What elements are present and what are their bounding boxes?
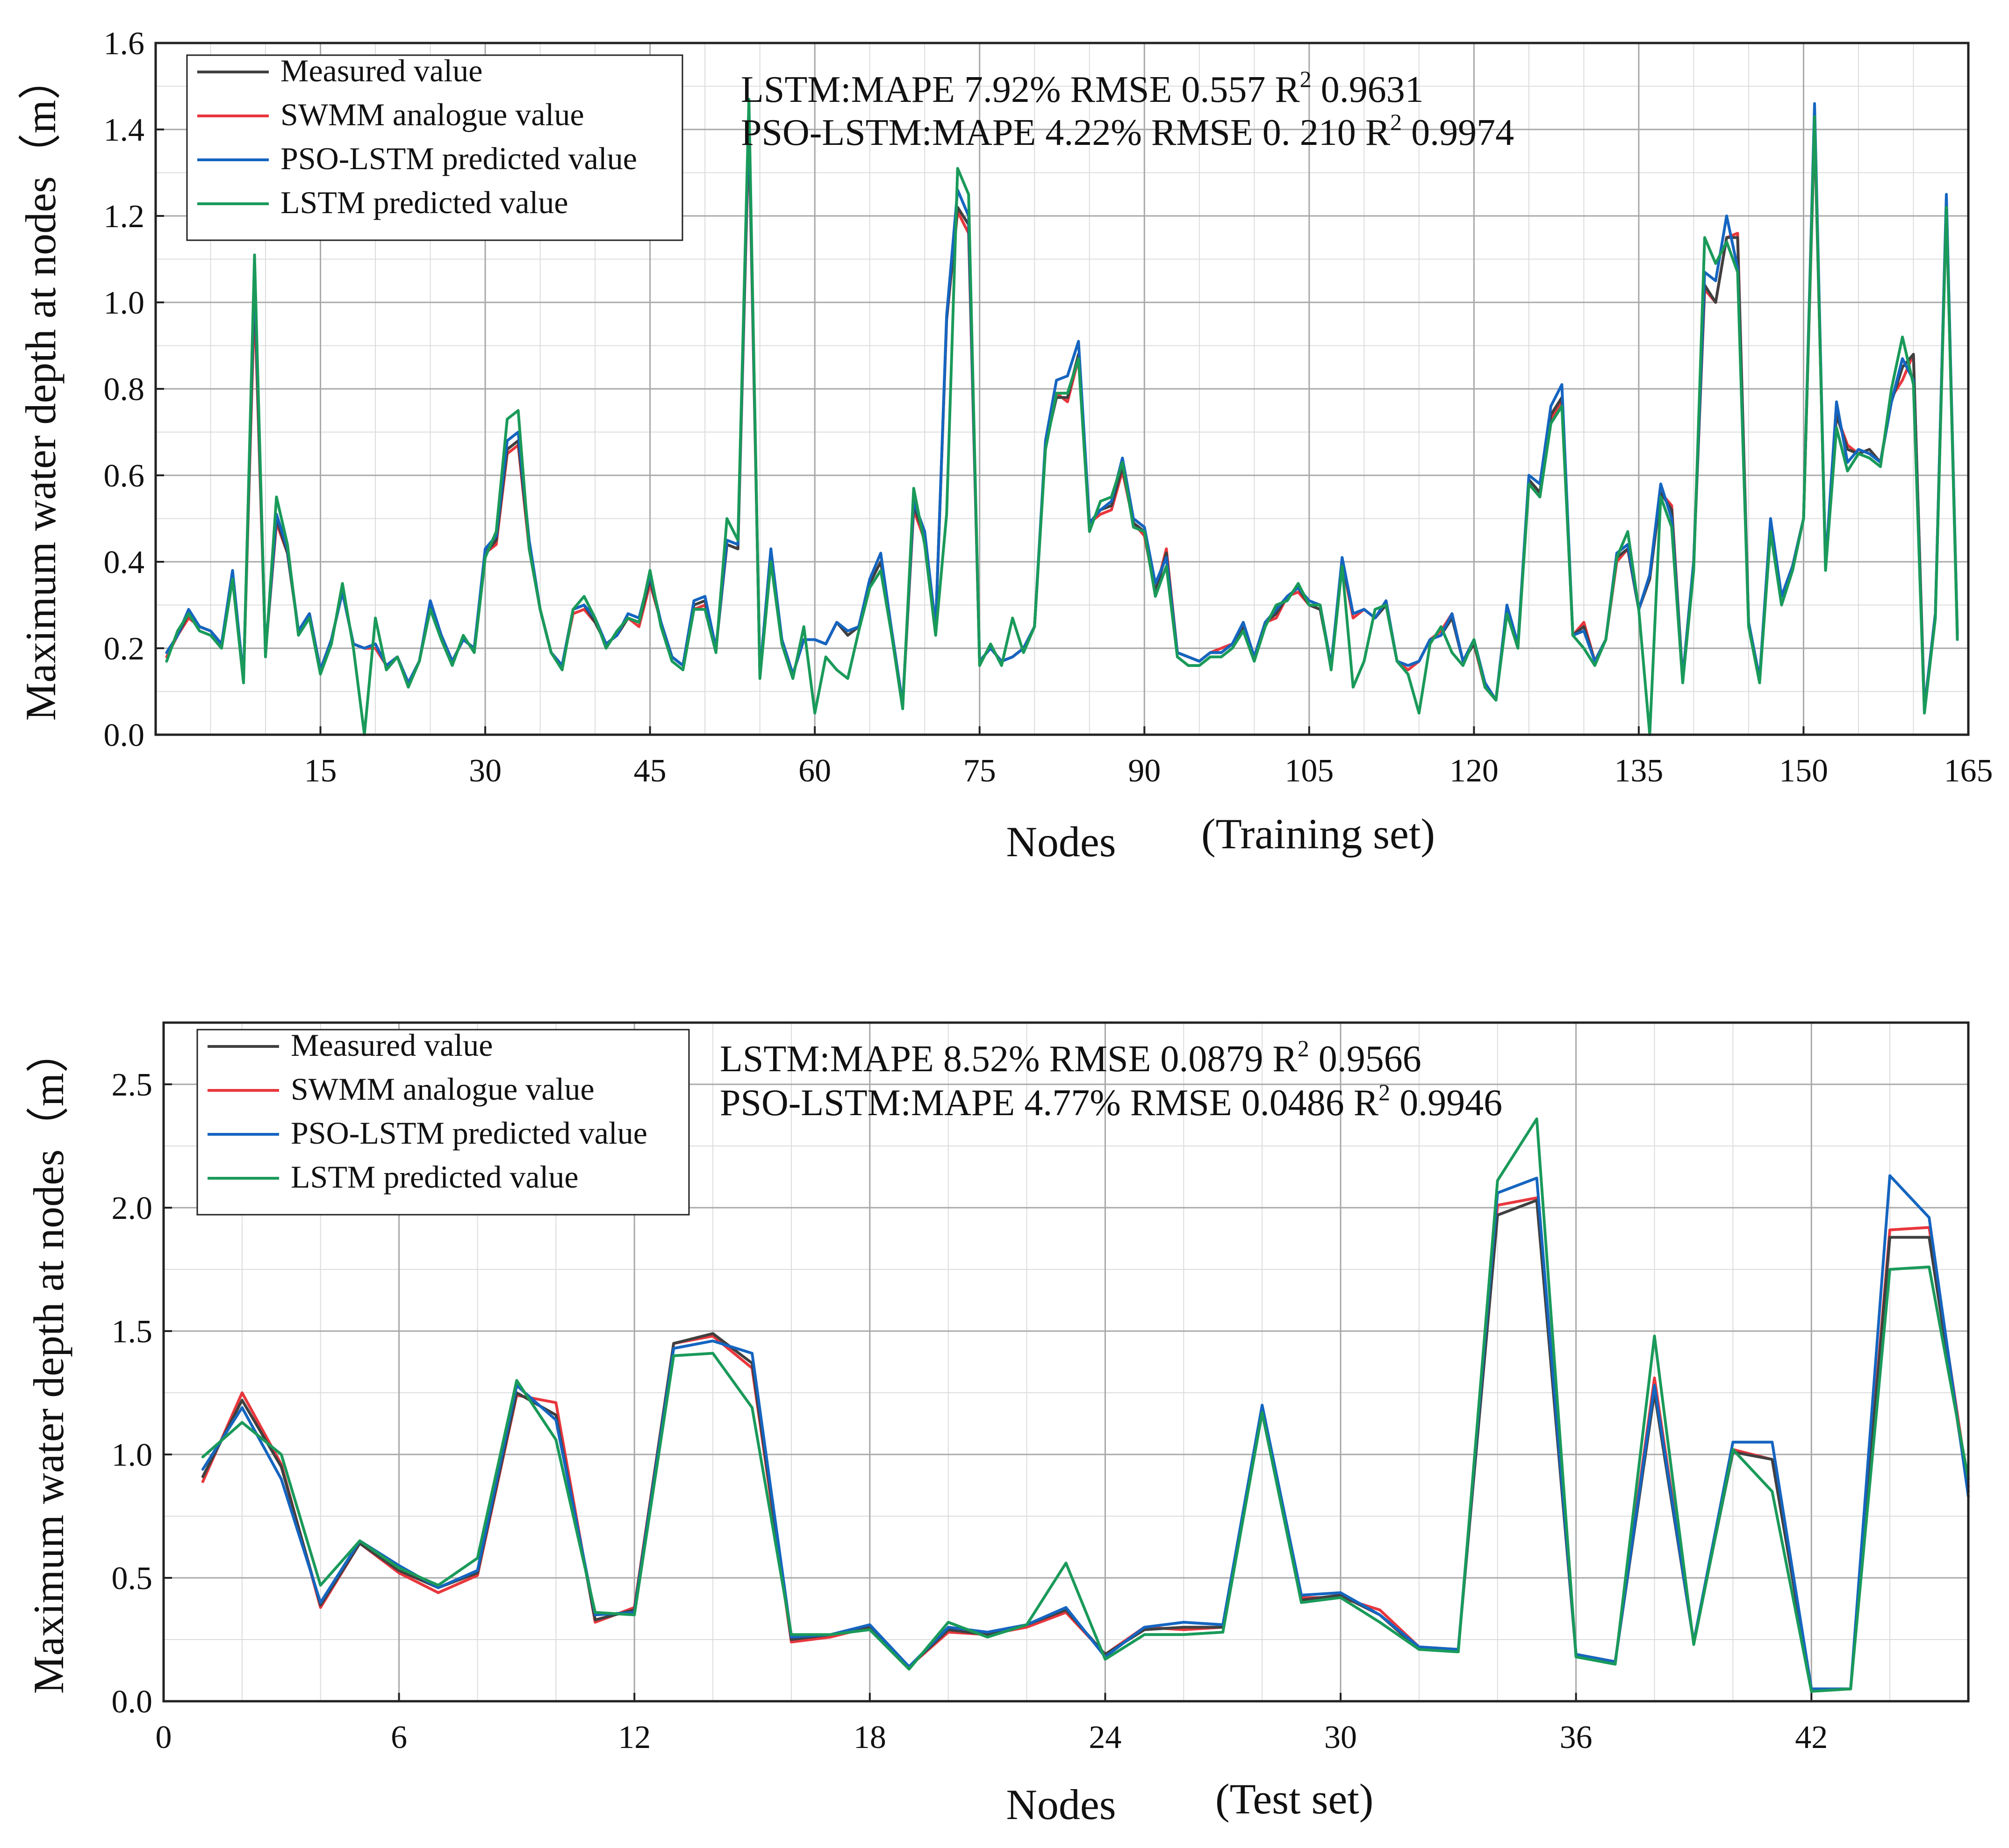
y-tick-label: 0.8	[104, 372, 145, 408]
legend-label: LSTM predicted value	[280, 185, 568, 220]
legend: Measured value SWMM analogue value PSO-LST…	[186, 53, 683, 241]
series-lines	[165, 98, 1959, 736]
x-tick-label: 105	[1284, 753, 1334, 789]
x-tick-label: 135	[1614, 753, 1663, 789]
legend-label: Measured value	[291, 1027, 493, 1063]
y-tick-label: 0.2	[104, 631, 145, 667]
y-axis-label: Maximum water depth at nodes（m）	[25, 1030, 72, 1694]
series-lines	[201, 1117, 1970, 1693]
legend-label: SWMM analogue value	[280, 97, 584, 132]
x-tick-label: 75	[963, 753, 996, 789]
x-tick-label: 90	[1128, 753, 1161, 789]
metrics: LSTM:MAPE 8.52% RMSE 0.0879 R2 0.9566PSO…	[720, 1035, 1502, 1124]
y-tick-label: 0.5	[112, 1561, 153, 1597]
x-tick-label: 150	[1779, 753, 1828, 789]
x-tick-label: 6	[391, 1719, 407, 1755]
set-label: (Training set)	[1201, 810, 1435, 858]
metric-prefix: LSTM:MAPE 7.92% RMSE 0.557 R	[741, 69, 1300, 110]
plot-frame	[162, 1021, 1970, 1703]
metric-line: PSO-LSTM:MAPE 4.77% RMSE 0.0486 R2 0.994…	[720, 1079, 1502, 1124]
grid	[164, 1023, 1968, 1701]
metrics: LSTM:MAPE 7.92% RMSE 0.557 R2 0.9631PSO-…	[741, 66, 1514, 153]
metric-prefix: PSO-LSTM:MAPE 4.77% RMSE 0.0486 R	[720, 1082, 1379, 1124]
x-tick-label: 120	[1449, 753, 1499, 789]
y-tick-label: 2.5	[112, 1067, 153, 1103]
legend-label: Measured value	[280, 53, 482, 88]
x-tick-label: 60	[798, 753, 831, 789]
x-axis-label: Nodes	[1006, 818, 1116, 866]
metric-prefix: PSO-LSTM:MAPE 4.22% RMSE 0. 210 R	[741, 112, 1391, 153]
y-tick-label: 1.5	[112, 1314, 153, 1350]
legend-label: PSO-LSTM predicted value	[291, 1115, 647, 1151]
metric-line: LSTM:MAPE 8.52% RMSE 0.0879 R2 0.9566	[720, 1035, 1421, 1080]
legend-label: PSO-LSTM predicted value	[280, 141, 637, 176]
legend: Measured value SWMM analogue value PSO-LST…	[196, 1027, 690, 1216]
x-axis-label: Nodes	[1006, 1781, 1116, 1828]
set-label: (Test set)	[1215, 1775, 1373, 1823]
y-tick-label: 1.0	[104, 285, 145, 321]
legend-label: SWMM analogue value	[291, 1071, 595, 1107]
x-tick-label: 18	[854, 1719, 886, 1755]
legend-box	[196, 1029, 690, 1216]
metric-superscript: 2	[1390, 109, 1402, 135]
series-line-lstm	[165, 98, 1959, 736]
metric-line: LSTM:MAPE 7.92% RMSE 0.557 R2 0.9631	[741, 66, 1424, 110]
x-tick-label: 12	[618, 1719, 651, 1755]
metric-superscript: 2	[1378, 1079, 1390, 1105]
metric-suffix: 0.9946	[1390, 1082, 1502, 1124]
x-tick-label: 42	[1795, 1719, 1828, 1755]
x-tick-label: 30	[469, 753, 502, 789]
metric-prefix: LSTM:MAPE 8.52% RMSE 0.0879 R	[720, 1039, 1298, 1080]
y-tick-label: 1.4	[104, 112, 145, 148]
series-line-pso	[201, 1174, 1970, 1690]
metric-suffix: 0.9566	[1309, 1039, 1421, 1080]
y-tick-label: 0.6	[104, 458, 145, 494]
x-tick-label: 45	[634, 753, 667, 789]
y-axis-label: Maximum water depth at nodes（m）	[17, 57, 65, 721]
x-tick-label: 36	[1560, 1719, 1593, 1755]
y-tick-label: 1.0	[112, 1437, 153, 1473]
x-tick-label: 15	[304, 753, 337, 789]
x-tick-label: 30	[1324, 1719, 1357, 1755]
y-tick-label: 0.0	[112, 1684, 153, 1720]
y-tick-label: 1.2	[104, 199, 145, 235]
x-tick-label: 0	[156, 1719, 172, 1755]
metric-superscript: 2	[1300, 66, 1312, 92]
legend-label: LSTM predicted value	[291, 1159, 579, 1195]
legend-box	[186, 54, 683, 241]
x-tick-label: 24	[1089, 1719, 1121, 1755]
x-tick-label: 165	[1944, 753, 1993, 789]
series-line-lstm	[201, 1117, 1970, 1693]
y-tick-label: 0.4	[104, 544, 145, 580]
training-chart: 0.0 0.2 0.4 0.6 0.8 1.0 1.2 1.4 1.6 15 30 45 60 75 90 1…	[17, 26, 1993, 866]
y-tick-label: 1.6	[104, 26, 145, 62]
y-tick-label: 0.0	[104, 717, 145, 753]
y-tick-label: 2.0	[112, 1190, 153, 1226]
metric-line: PSO-LSTM:MAPE 4.22% RMSE 0. 210 R2 0.997…	[741, 109, 1514, 153]
series-line-pso	[165, 102, 1959, 710]
metric-suffix: 0.9631	[1312, 69, 1424, 110]
test-chart: 0.0 0.5 1.0 1.5 2.0 2.5 0 6 12 18 24 30 36 42 Maximum …	[25, 1021, 1970, 1828]
metric-superscript: 2	[1298, 1035, 1309, 1061]
axis-ticks: 0.0 0.2 0.4 0.6 0.8 1.0 1.2 1.4 1.6 15 30 45 60 75 90 1…	[104, 26, 1993, 789]
metric-suffix: 0.9974	[1402, 112, 1514, 153]
axis-ticks: 0.0 0.5 1.0 1.5 2.0 2.5 0 6 12 18 24 30 36 42	[112, 1067, 1828, 1755]
